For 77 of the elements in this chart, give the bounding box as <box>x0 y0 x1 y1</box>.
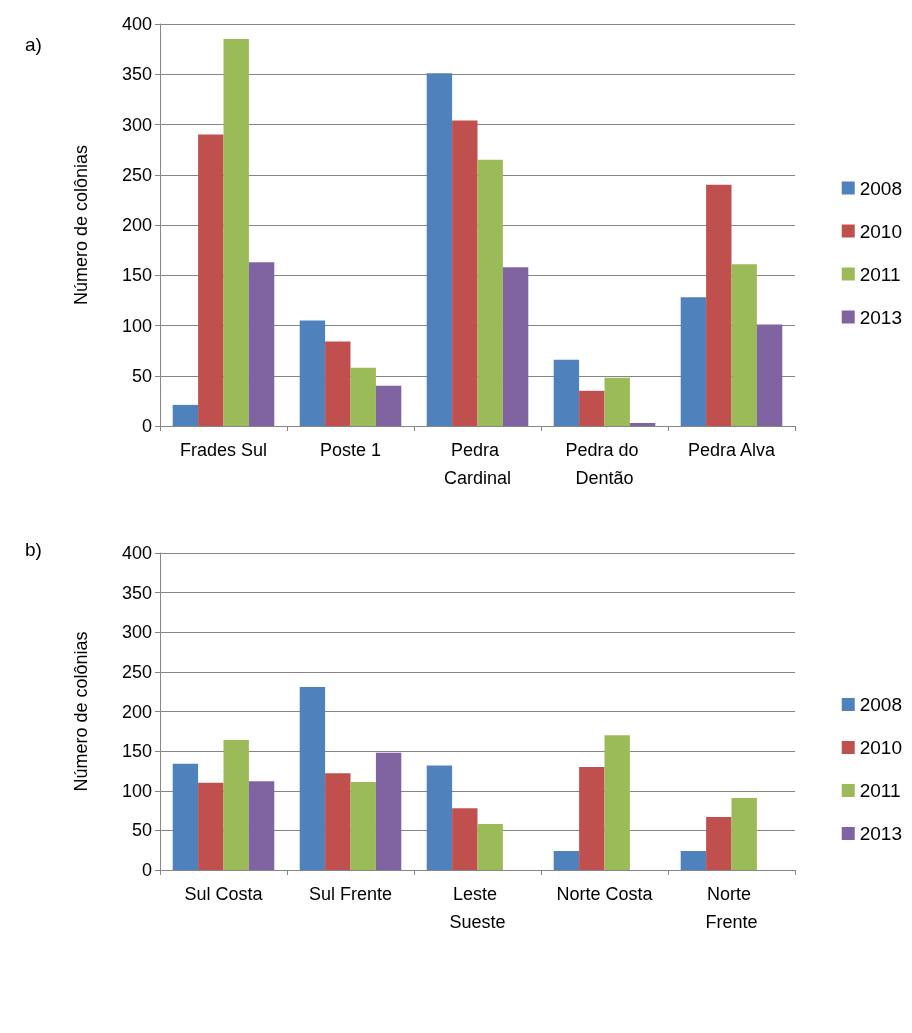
bar <box>553 359 580 426</box>
bar <box>452 808 478 870</box>
bar <box>325 341 351 426</box>
y-tick-label: 350 <box>121 64 152 85</box>
bar <box>579 390 605 426</box>
legend-label: 2010 <box>859 737 903 758</box>
bar <box>172 763 199 870</box>
legend-label: 2013 <box>859 823 903 844</box>
bar <box>325 773 351 870</box>
y-tick-label: 300 <box>121 622 152 643</box>
y-tick-label: 50 <box>131 820 152 841</box>
x-tick-label: Norte Frente <box>705 884 758 932</box>
y-tick-label: 400 <box>121 14 152 34</box>
y-tick-label: 250 <box>121 661 152 682</box>
x-tick-label: Leste Sueste <box>449 884 506 932</box>
bar <box>172 404 199 426</box>
text: a) <box>25 34 42 55</box>
legend-label: 2008 <box>859 694 903 715</box>
y-axis-title: Número de colônias <box>71 144 91 306</box>
legend-label: 2011 <box>859 780 901 801</box>
x-tick-label: Poste 1 <box>319 440 382 460</box>
bar <box>680 850 707 870</box>
y-tick-label: 50 <box>131 365 152 386</box>
bar <box>477 824 503 870</box>
bar <box>248 262 275 426</box>
y-tick-label: 300 <box>121 114 152 135</box>
bar <box>756 324 783 426</box>
bar <box>375 385 402 426</box>
bar <box>198 134 224 426</box>
bar <box>502 267 529 426</box>
bar <box>553 850 580 870</box>
x-tick-label: Sul Frente <box>308 884 393 904</box>
bar <box>579 766 605 870</box>
bar <box>477 159 503 426</box>
bar <box>350 367 376 426</box>
y-tick-label: 200 <box>121 701 152 722</box>
bar <box>198 782 224 870</box>
y-tick-label: 150 <box>121 265 152 286</box>
y-tick-label: 100 <box>121 780 152 801</box>
y-tick-label: 400 <box>121 543 152 563</box>
bar <box>248 781 275 870</box>
bar <box>680 297 707 426</box>
legend-label: 2008 <box>859 177 903 199</box>
legend-label: 2010 <box>859 220 903 242</box>
y-axis-title: Número de colônias <box>71 631 91 792</box>
legend-label: 2013 <box>859 306 903 328</box>
x-tick-label: Pedra Alva <box>687 440 777 460</box>
bar <box>604 377 630 426</box>
y-tick-label: 200 <box>121 215 152 235</box>
bar <box>629 422 656 426</box>
y-tick-label: 0 <box>141 860 152 880</box>
x-tick-label: Pedra Cardinal <box>443 440 512 488</box>
bar <box>375 752 402 870</box>
y-tick-label: 0 <box>141 416 152 436</box>
x-tick-label: Sul Costa <box>184 884 264 904</box>
bar <box>731 264 757 426</box>
y-tick-label: 250 <box>121 164 152 185</box>
y-tick-label: 350 <box>121 582 152 603</box>
bar <box>223 39 249 426</box>
bar <box>452 120 478 426</box>
y-tick-label: 100 <box>121 315 152 336</box>
bar <box>426 73 453 426</box>
bar <box>223 740 249 870</box>
x-tick-label: Pedra do Dentão <box>565 440 644 488</box>
bar <box>706 816 732 870</box>
text: b) <box>25 539 42 560</box>
bar <box>350 782 376 870</box>
bar <box>731 797 757 870</box>
legend-label: 2011 <box>859 263 901 285</box>
y-tick-label: 150 <box>121 741 152 762</box>
x-tick-label: Norte Costa <box>556 884 654 904</box>
bar <box>299 686 326 870</box>
bar <box>706 184 732 426</box>
bar <box>426 765 453 870</box>
bar <box>299 320 326 426</box>
x-tick-label: Frades Sul <box>179 440 268 460</box>
bar <box>604 735 630 870</box>
